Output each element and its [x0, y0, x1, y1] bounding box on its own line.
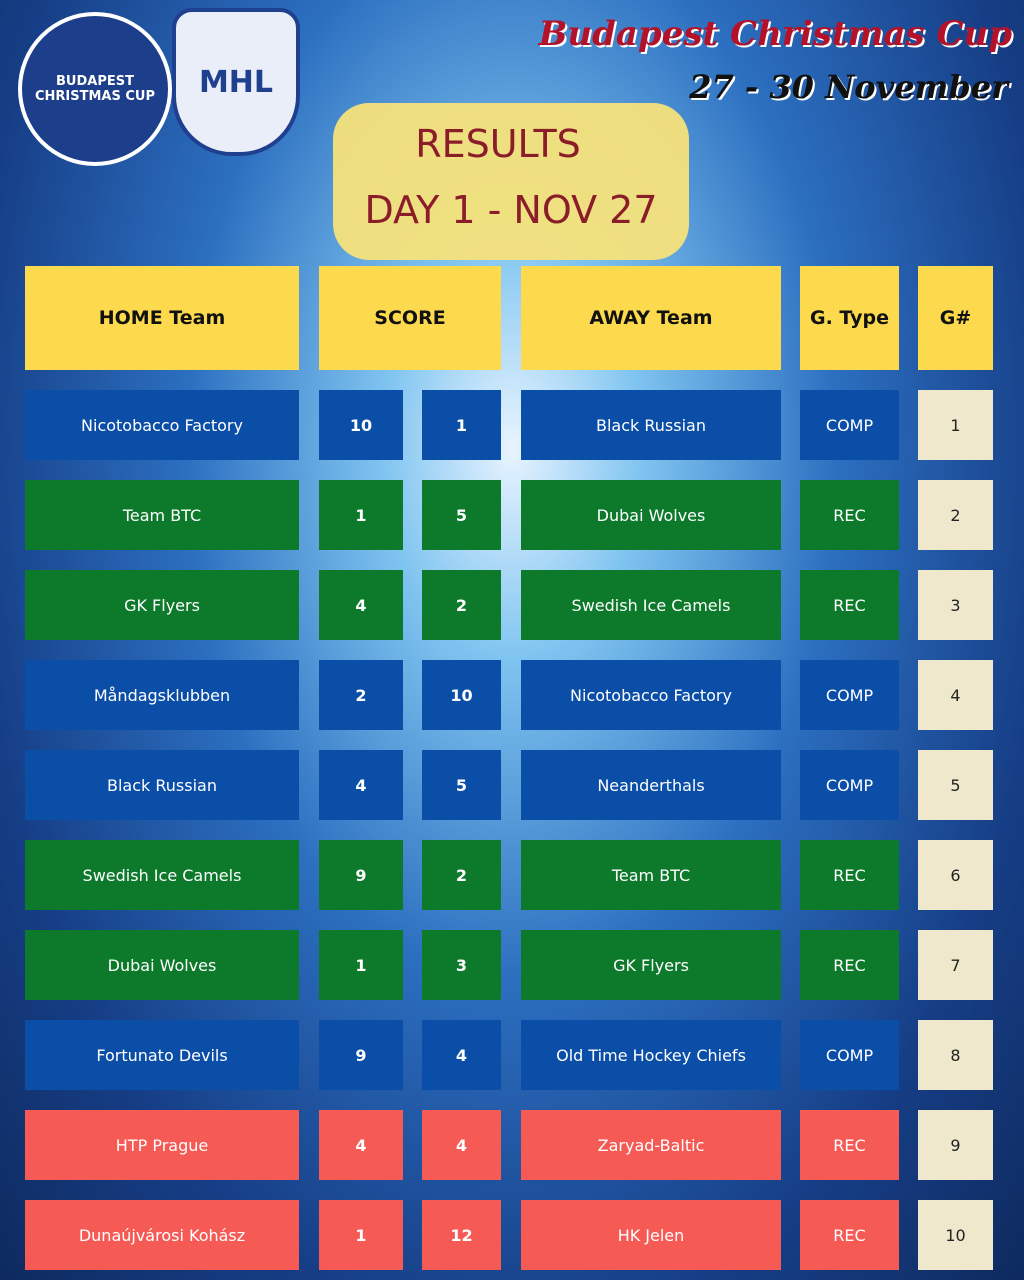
game-number: 1: [918, 390, 993, 460]
logo-text: BUDAPEST CHRISTMAS CUP: [34, 74, 155, 104]
banner-title: RESULTS: [415, 122, 581, 166]
game-number: 9: [918, 1110, 993, 1180]
game-number: 8: [918, 1020, 993, 1090]
home-score: 1: [319, 930, 403, 1000]
away-score: 12: [422, 1200, 501, 1270]
home-team: Black Russian: [25, 750, 299, 820]
home-team: Dubai Wolves: [25, 930, 299, 1000]
game-type: COMP: [800, 660, 899, 730]
column-header: AWAY Team: [521, 266, 781, 370]
away-score: 4: [422, 1110, 501, 1180]
home-team: Måndagsklubben: [25, 660, 299, 730]
event-title: Budapest Christmas Cup: [538, 14, 1012, 54]
game-type: REC: [800, 930, 899, 1000]
away-score: 1: [422, 390, 501, 460]
away-score: 5: [422, 750, 501, 820]
away-team: Nicotobacco Factory: [521, 660, 781, 730]
away-team: HK Jelen: [521, 1200, 781, 1270]
home-team: Swedish Ice Camels: [25, 840, 299, 910]
home-team: Nicotobacco Factory: [25, 390, 299, 460]
away-score: 2: [422, 840, 501, 910]
game-number: 6: [918, 840, 993, 910]
away-team: GK Flyers: [521, 930, 781, 1000]
home-team: Fortunato Devils: [25, 1020, 299, 1090]
league-logo: MHL: [172, 8, 300, 156]
home-team: GK Flyers: [25, 570, 299, 640]
column-header: SCORE: [319, 266, 501, 370]
home-score: 1: [319, 1200, 403, 1270]
away-team: Old Time Hockey Chiefs: [521, 1020, 781, 1090]
game-number: 10: [918, 1200, 993, 1270]
away-team: Swedish Ice Camels: [521, 570, 781, 640]
home-score: 4: [319, 1110, 403, 1180]
game-type: COMP: [800, 750, 899, 820]
game-type: REC: [800, 1200, 899, 1270]
game-number: 3: [918, 570, 993, 640]
home-score: 9: [319, 840, 403, 910]
home-score: 9: [319, 1020, 403, 1090]
home-score: 1: [319, 480, 403, 550]
game-type: COMP: [800, 1020, 899, 1090]
home-team: HTP Prague: [25, 1110, 299, 1180]
away-team: Neanderthals: [521, 750, 781, 820]
away-score: 4: [422, 1020, 501, 1090]
away-score: 5: [422, 480, 501, 550]
game-type: REC: [800, 480, 899, 550]
column-header: HOME Team: [25, 266, 299, 370]
away-score: 3: [422, 930, 501, 1000]
away-score: 2: [422, 570, 501, 640]
banner: [333, 103, 689, 260]
home-team: Team BTC: [25, 480, 299, 550]
away-score: 10: [422, 660, 501, 730]
game-number: 5: [918, 750, 993, 820]
game-type: COMP: [800, 390, 899, 460]
cup-logo: BUDAPEST CHRISTMAS CUP: [18, 12, 172, 166]
home-score: 4: [319, 750, 403, 820]
game-type: REC: [800, 570, 899, 640]
game-number: 2: [918, 480, 993, 550]
game-type: REC: [800, 1110, 899, 1180]
event-dates: 27 - 30 November: [689, 68, 1008, 106]
home-score: 10: [319, 390, 403, 460]
banner-subtitle: DAY 1 - NOV 27: [364, 188, 658, 232]
home-team: Dunaújvárosi Kohász: [25, 1200, 299, 1270]
away-team: Dubai Wolves: [521, 480, 781, 550]
game-type: REC: [800, 840, 899, 910]
column-header: G#: [918, 266, 993, 370]
away-team: Team BTC: [521, 840, 781, 910]
away-team: Black Russian: [521, 390, 781, 460]
logo-text: MHL: [198, 64, 274, 100]
column-header: G. Type: [800, 266, 899, 370]
game-number: 7: [918, 930, 993, 1000]
game-number: 4: [918, 660, 993, 730]
home-score: 2: [319, 660, 403, 730]
away-team: Zaryad-Baltic: [521, 1110, 781, 1180]
home-score: 4: [319, 570, 403, 640]
